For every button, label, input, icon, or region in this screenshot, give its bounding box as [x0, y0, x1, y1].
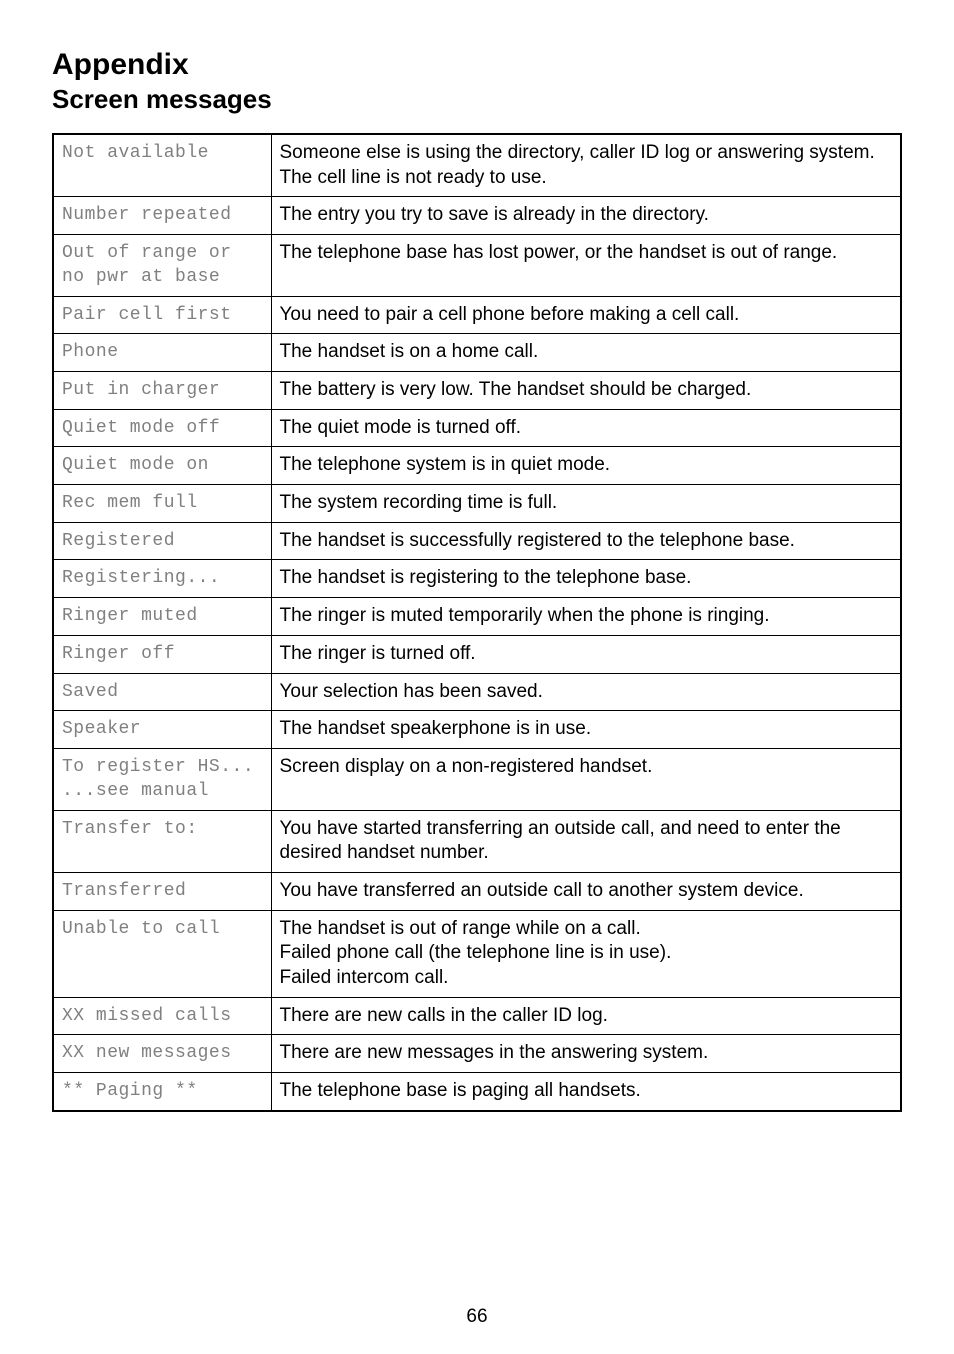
table-row: Ringer offThe ringer is turned off.: [53, 635, 901, 673]
table-row: Quiet mode onThe telephone system is in …: [53, 447, 901, 485]
table-row: Rec mem fullThe system recording time is…: [53, 485, 901, 523]
page-number: 66: [0, 1306, 954, 1328]
description-cell: The handset is successfully registered t…: [271, 522, 901, 560]
table-body: Not availableSomeone else is using the d…: [53, 134, 901, 1111]
description-cell: You have started transferring an outside…: [271, 810, 901, 872]
screen-message-cell: Out of range or no pwr at base: [53, 235, 271, 297]
screen-message-cell: Not available: [53, 134, 271, 197]
table-row: SpeakerThe handset speakerphone is in us…: [53, 711, 901, 749]
description-cell: The handset is registering to the teleph…: [271, 560, 901, 598]
description-cell: The quiet mode is turned off.: [271, 409, 901, 447]
page-subtitle: Screen messages: [52, 84, 902, 115]
screen-messages-table: Not availableSomeone else is using the d…: [52, 133, 902, 1112]
screen-message-cell: Put in charger: [53, 372, 271, 410]
table-row: ** Paging **The telephone base is paging…: [53, 1073, 901, 1111]
table-row: Put in chargerThe battery is very low. T…: [53, 372, 901, 410]
screen-message-cell: Unable to call: [53, 910, 271, 997]
description-cell: The telephone base has lost power, or th…: [271, 235, 901, 297]
table-row: Registering...The handset is registering…: [53, 560, 901, 598]
description-cell: You need to pair a cell phone before mak…: [271, 296, 901, 334]
screen-message-cell: Speaker: [53, 711, 271, 749]
screen-message-cell: XX missed calls: [53, 997, 271, 1035]
description-cell: The telephone base is paging all handset…: [271, 1073, 901, 1111]
table-row: PhoneThe handset is on a home call.: [53, 334, 901, 372]
screen-message-cell: Rec mem full: [53, 485, 271, 523]
screen-message-cell: Pair cell first: [53, 296, 271, 334]
table-row: TransferredYou have transferred an outsi…: [53, 872, 901, 910]
description-cell: The handset speakerphone is in use.: [271, 711, 901, 749]
description-cell: There are new calls in the caller ID log…: [271, 997, 901, 1035]
description-cell: There are new messages in the answering …: [271, 1035, 901, 1073]
screen-message-cell: Ringer muted: [53, 598, 271, 636]
description-cell: The battery is very low. The handset sho…: [271, 372, 901, 410]
description-cell: Screen display on a non-registered hands…: [271, 748, 901, 810]
description-cell: The entry you try to save is already in …: [271, 197, 901, 235]
screen-message-cell: Phone: [53, 334, 271, 372]
screen-message-cell: Transfer to:: [53, 810, 271, 872]
screen-message-cell: Registered: [53, 522, 271, 560]
table-row: SavedYour selection has been saved.: [53, 673, 901, 711]
screen-message-cell: Saved: [53, 673, 271, 711]
table-row: XX missed callsThere are new calls in th…: [53, 997, 901, 1035]
description-cell: The ringer is turned off.: [271, 635, 901, 673]
screen-message-cell: Ringer off: [53, 635, 271, 673]
table-row: Transfer to:You have started transferrin…: [53, 810, 901, 872]
description-cell: The telephone system is in quiet mode.: [271, 447, 901, 485]
table-row: Pair cell firstYou need to pair a cell p…: [53, 296, 901, 334]
table-row: Unable to callThe handset is out of rang…: [53, 910, 901, 997]
screen-message-cell: Quiet mode on: [53, 447, 271, 485]
table-row: Not availableSomeone else is using the d…: [53, 134, 901, 197]
screen-message-cell: ** Paging **: [53, 1073, 271, 1111]
table-row: RegisteredThe handset is successfully re…: [53, 522, 901, 560]
table-row: XX new messagesThere are new messages in…: [53, 1035, 901, 1073]
screen-message-cell: Registering...: [53, 560, 271, 598]
screen-message-cell: To register HS... ...see manual: [53, 748, 271, 810]
screen-message-cell: Quiet mode off: [53, 409, 271, 447]
description-cell: Someone else is using the directory, cal…: [271, 134, 901, 197]
table-row: To register HS... ...see manualScreen di…: [53, 748, 901, 810]
description-cell: The ringer is muted temporarily when the…: [271, 598, 901, 636]
description-cell: The handset is out of range while on a c…: [271, 910, 901, 997]
screen-message-cell: XX new messages: [53, 1035, 271, 1073]
table-row: Quiet mode offThe quiet mode is turned o…: [53, 409, 901, 447]
description-cell: Your selection has been saved.: [271, 673, 901, 711]
description-cell: You have transferred an outside call to …: [271, 872, 901, 910]
table-row: Ringer mutedThe ringer is muted temporar…: [53, 598, 901, 636]
screen-message-cell: Number repeated: [53, 197, 271, 235]
screen-message-cell: Transferred: [53, 872, 271, 910]
table-row: Number repeatedThe entry you try to save…: [53, 197, 901, 235]
page-title: Appendix: [52, 48, 902, 82]
description-cell: The system recording time is full.: [271, 485, 901, 523]
table-row: Out of range or no pwr at baseThe teleph…: [53, 235, 901, 297]
description-cell: The handset is on a home call.: [271, 334, 901, 372]
